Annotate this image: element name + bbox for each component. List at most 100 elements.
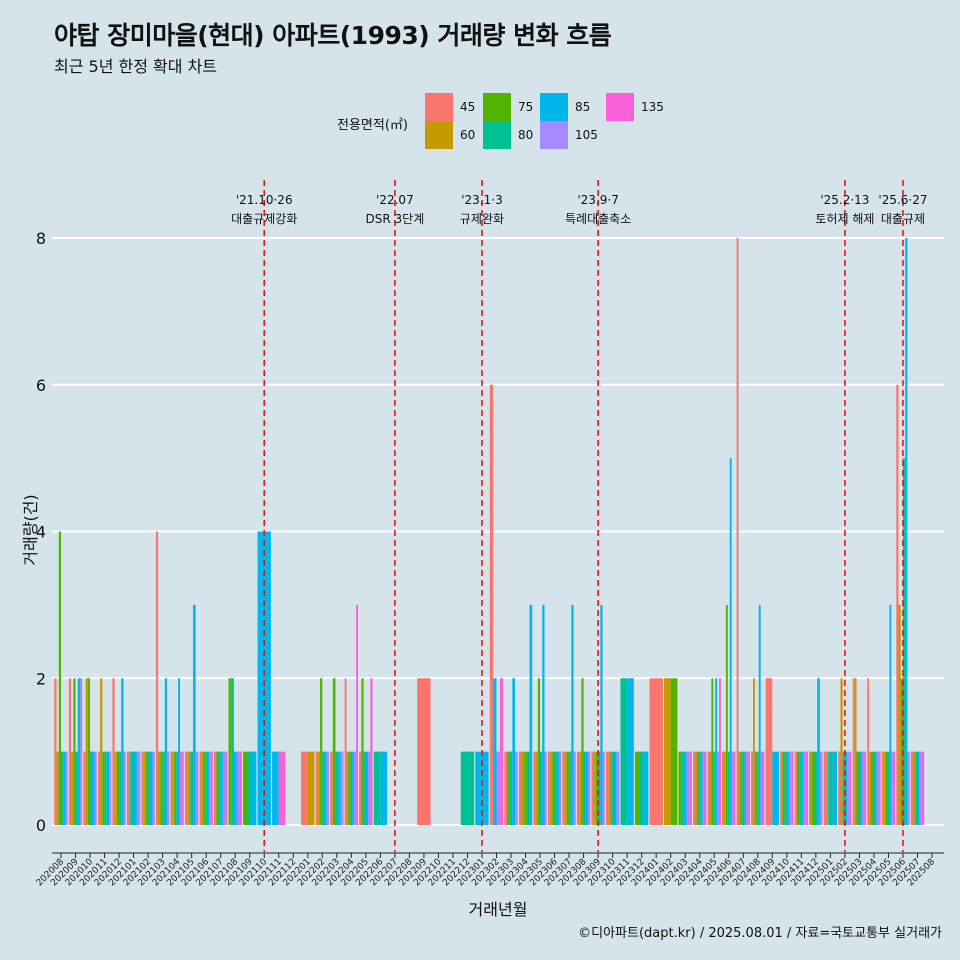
- bar: [550, 751, 553, 825]
- bar: [780, 751, 783, 825]
- bar: [760, 751, 763, 825]
- bar: [564, 751, 567, 825]
- bar: [94, 751, 97, 825]
- legend-label: 45: [460, 100, 476, 114]
- y-tick-label: 2: [36, 669, 46, 688]
- bar: [63, 751, 66, 825]
- bar: [823, 751, 829, 825]
- bar: [71, 751, 74, 825]
- bar: [346, 751, 349, 825]
- event-date-label: '25.2·13: [820, 193, 869, 207]
- bar: [847, 751, 850, 825]
- bar: [535, 751, 538, 825]
- bar: [529, 604, 533, 825]
- legend-swatch: [483, 93, 511, 121]
- bar: [740, 751, 743, 825]
- bar: [220, 751, 223, 825]
- bar: [796, 751, 800, 825]
- bar: [373, 751, 381, 825]
- bar: [326, 751, 329, 825]
- bar: [83, 751, 86, 825]
- bar: [643, 751, 649, 825]
- bar: [921, 751, 925, 825]
- bar: [902, 458, 906, 825]
- bar: [858, 751, 861, 825]
- bar: [620, 678, 628, 825]
- bar: [352, 751, 355, 825]
- bar: [733, 751, 736, 825]
- bar: [225, 751, 228, 825]
- bar: [504, 751, 508, 825]
- bar: [231, 678, 234, 825]
- bar: [844, 751, 848, 825]
- bar: [811, 751, 815, 825]
- bar: [881, 751, 884, 825]
- bar: [114, 751, 117, 825]
- bar: [576, 751, 580, 825]
- bar: [361, 678, 364, 825]
- legend-swatch: [540, 121, 568, 149]
- bar: [694, 751, 697, 825]
- bar: [832, 751, 838, 825]
- legend-item: 60: [425, 121, 475, 149]
- bar: [686, 751, 690, 825]
- bar: [184, 751, 188, 825]
- bar: [133, 751, 137, 825]
- bar: [742, 751, 745, 825]
- bar: [87, 678, 91, 825]
- bar: [100, 678, 103, 825]
- legend-item: 75: [483, 93, 533, 121]
- bar: [152, 751, 155, 825]
- bar: [526, 751, 530, 825]
- bar: [54, 678, 57, 825]
- bar: [79, 678, 83, 825]
- event-label: DSR 3단계: [366, 212, 425, 226]
- bar: [649, 678, 663, 825]
- bar: [878, 751, 881, 825]
- bar: [722, 751, 724, 825]
- bar: [559, 751, 562, 825]
- legend-item: 85: [540, 93, 590, 121]
- bar: [862, 751, 865, 825]
- bar: [92, 751, 95, 825]
- bar: [772, 751, 779, 825]
- legend-item: 80: [483, 121, 533, 149]
- bar: [164, 678, 168, 825]
- bar: [542, 604, 545, 825]
- bar: [869, 751, 872, 825]
- bar: [214, 751, 217, 825]
- bar: [499, 678, 504, 825]
- bar: [370, 678, 373, 825]
- bar: [854, 678, 857, 825]
- bar: [257, 531, 271, 825]
- bar: [368, 751, 371, 825]
- bar: [566, 751, 570, 825]
- bar: [719, 678, 721, 825]
- bar: [782, 751, 785, 825]
- bar: [112, 678, 115, 825]
- bar: [700, 751, 703, 825]
- bar: [97, 751, 101, 825]
- bar: [784, 751, 787, 825]
- bar: [891, 751, 894, 825]
- bar: [192, 604, 196, 825]
- bar: [681, 751, 684, 825]
- bar: [158, 751, 161, 825]
- bar: [872, 751, 875, 825]
- bar: [174, 751, 177, 825]
- bar: [856, 751, 859, 825]
- bar: [203, 751, 206, 825]
- bar: [751, 751, 754, 825]
- bar: [243, 751, 248, 825]
- bar: [365, 751, 369, 825]
- bar: [322, 751, 325, 825]
- bar: [893, 751, 896, 825]
- bar: [109, 751, 112, 825]
- bar: [670, 678, 678, 825]
- bar: [725, 604, 728, 825]
- bar: [805, 751, 809, 825]
- bar: [689, 751, 692, 825]
- bar: [195, 751, 199, 825]
- bar: [344, 678, 347, 825]
- bar: [121, 678, 124, 825]
